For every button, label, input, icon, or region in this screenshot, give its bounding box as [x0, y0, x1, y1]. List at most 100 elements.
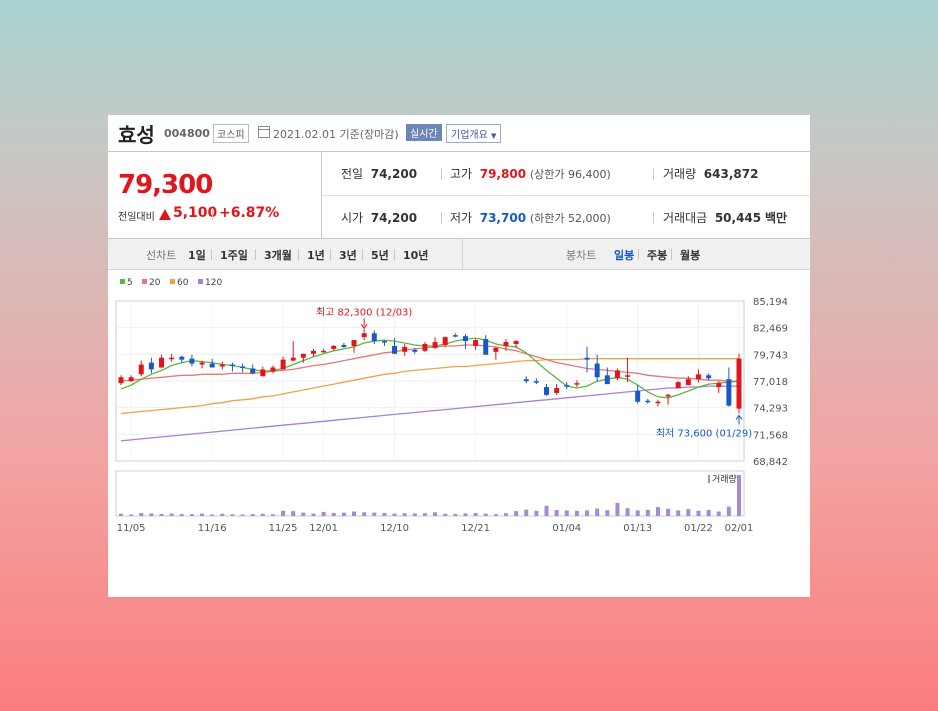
- divider: [638, 249, 639, 260]
- trade-value: 거래대금 50,445 백만: [663, 209, 787, 226]
- candle-body: [473, 340, 479, 346]
- candle-body: [361, 333, 367, 338]
- candle-body: [331, 345, 337, 349]
- volume-bar: [473, 513, 478, 516]
- volume-bar: [564, 510, 569, 516]
- x-tick-label: 01/04: [552, 523, 581, 534]
- volume-bar: [676, 510, 681, 516]
- calendar-icon: [258, 126, 270, 138]
- candle-body: [128, 377, 134, 382]
- company-overview-dropdown[interactable]: 기업개요 ▼: [446, 124, 502, 143]
- tab-1w[interactable]: 1주일: [220, 249, 248, 262]
- legend-swatch-ma5: [120, 279, 125, 284]
- lower-limit: (하한가 52,000): [529, 212, 611, 225]
- legend-label-ma120: 120: [205, 278, 222, 288]
- volume-bar: [554, 510, 559, 516]
- price-change: 5,100: [173, 205, 218, 221]
- candle-body: [240, 366, 246, 368]
- volume-bar: [645, 509, 650, 516]
- y-tick-label: 79,743: [753, 350, 788, 361]
- x-tick-label: 11/16: [198, 523, 227, 534]
- candle-body: [442, 337, 448, 345]
- stock-header: 효성 004800 코스피 2021.02.01 기준(장마감) 실시간 기업개…: [108, 115, 810, 152]
- open-label: 시가: [341, 211, 364, 225]
- min-price-annotation: 최저 73,600 (01/29): [656, 427, 752, 439]
- candle-body: [148, 362, 154, 370]
- volume-bar: [149, 513, 154, 516]
- volume-bar: [625, 508, 630, 516]
- volume-bar: [422, 513, 427, 516]
- divider: [671, 249, 672, 260]
- candle-body: [544, 387, 550, 395]
- candle-body: [169, 357, 175, 360]
- legend-label-ma20: 20: [149, 278, 161, 288]
- volume-bar: [402, 513, 407, 516]
- divider: [298, 249, 299, 260]
- candle-body: [138, 364, 144, 375]
- candle-body: [371, 333, 377, 342]
- volume-bar: [260, 513, 265, 516]
- volume-bar: [514, 511, 519, 516]
- volume-bar: [463, 513, 468, 516]
- volume-bar: [635, 510, 640, 516]
- candle-body: [675, 382, 681, 389]
- candle-body: [300, 353, 306, 358]
- volume-bar: [737, 475, 741, 516]
- volume-bar: [321, 511, 326, 516]
- candle-body: [189, 358, 195, 364]
- candle-body: [645, 400, 651, 403]
- volume-bar: [362, 512, 367, 516]
- volume-bar: [453, 513, 458, 516]
- x-tick-label: 11/25: [269, 523, 298, 534]
- divider: [462, 239, 463, 269]
- candle-body: [229, 364, 235, 367]
- tab-1y[interactable]: 1년: [307, 249, 325, 262]
- candle-body: [321, 350, 327, 353]
- candle-body: [655, 401, 661, 404]
- tab-3y[interactable]: 3년: [339, 249, 357, 262]
- x-tick-label: 01/22: [684, 523, 713, 534]
- candle-body: [533, 381, 539, 383]
- trade-value-label: 거래대금: [663, 211, 708, 225]
- chart-tabs: 선차트 1일 1주일 3개월 1년 3년 5년 10년 봉차트 일봉 주봉 월봉: [108, 239, 810, 270]
- divider: [212, 208, 213, 220]
- tab-weekly[interactable]: 주봉: [647, 249, 668, 262]
- candle-body: [584, 357, 590, 360]
- tab-10y[interactable]: 10년: [403, 249, 429, 262]
- y-tick-label: 74,293: [753, 404, 788, 415]
- tab-5y[interactable]: 5년: [371, 249, 389, 262]
- volume-bar: [686, 509, 691, 516]
- tab-daily[interactable]: 일봉: [614, 249, 635, 262]
- volume-bar: [433, 512, 438, 516]
- prev-close-value: 74,200: [370, 167, 418, 181]
- volume-bar: [341, 512, 346, 516]
- volume-bar: [240, 514, 245, 516]
- tab-monthly[interactable]: 월봉: [680, 249, 701, 262]
- open-price: 시가 74,200: [341, 209, 417, 226]
- change-label: 전일대비: [118, 212, 155, 223]
- divider: [321, 152, 322, 238]
- x-tick-label: 02/01: [725, 523, 754, 534]
- candlestick-chart: 5 20 60 120 85,194 82,469 79,743 77,018 74,293 71…: [115, 278, 788, 534]
- volume-plot-frame: [115, 470, 745, 517]
- max-arrow-head: [360, 324, 368, 330]
- candle-body: [604, 375, 610, 385]
- tab-3m[interactable]: 3개월: [264, 249, 292, 262]
- stock-name: 효성: [118, 123, 155, 147]
- realtime-button[interactable]: 실시간: [406, 124, 442, 141]
- volume-bar: [524, 509, 529, 516]
- tab-1d[interactable]: 1일: [188, 249, 206, 262]
- y-tick-label: 71,568: [753, 430, 788, 441]
- candle-body: [503, 342, 509, 346]
- chevron-down-icon: ▼: [491, 132, 497, 140]
- candle-body: [706, 375, 712, 379]
- candle-body: [209, 363, 215, 368]
- x-tick-label: 12/01: [309, 523, 338, 534]
- volume-bar: [129, 514, 134, 516]
- candle-body: [412, 349, 418, 352]
- candle-body: [462, 336, 468, 342]
- candle-body: [695, 374, 701, 380]
- volume-bar: [270, 514, 275, 516]
- candle-body: [564, 385, 570, 387]
- candle-body: [685, 379, 691, 386]
